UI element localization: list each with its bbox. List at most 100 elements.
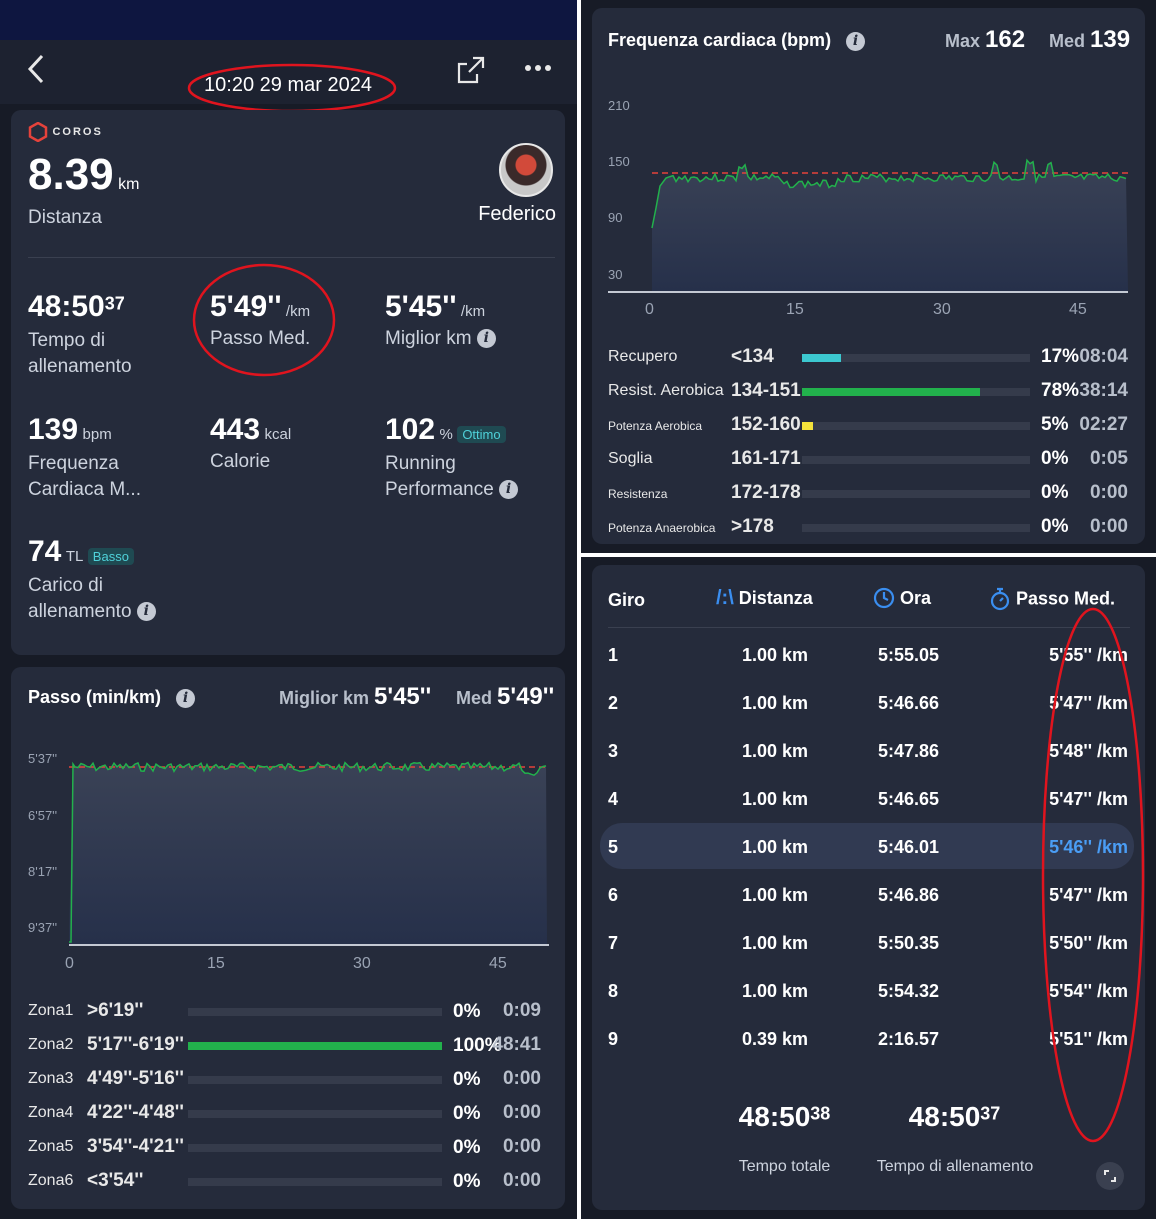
hr-zone-time: 08:04 (1079, 346, 1128, 367)
pace-zone-name: Zona3 (28, 1070, 74, 1087)
lap-row[interactable]: 3 1.00 km 5:47.86 5'48'' /km (592, 741, 1145, 765)
lap-time: 5:46.86 (878, 885, 940, 905)
pace-zone-time: 48:41 (492, 1034, 541, 1055)
highlighted-row-bg (600, 823, 1134, 869)
stat-running-performance: 102 % Ottimo Running Performance i (385, 413, 563, 503)
stat-training-time: 48:5037 Tempo di allenamento (28, 290, 132, 377)
share-button[interactable] (455, 54, 487, 86)
hr-zone-time: 0:00 (1089, 516, 1128, 537)
total-time: 48:5038 (738, 1101, 831, 1132)
lap-number: 6 (608, 885, 619, 905)
hr-zone-bar-fill (802, 422, 814, 430)
laps-panel: Giro /:\ Distanza Ora Passo Med. 1 1.00 k… (581, 557, 1156, 1219)
lap-distance: 0.39 km (742, 1029, 809, 1049)
stat-training-load: 74 TL Basso Carico di allenamento i (28, 535, 228, 625)
hr-zone-name: Resistenza (608, 487, 668, 501)
hr-zone-bar (802, 490, 1030, 498)
lap-distance: 1.00 km (742, 693, 809, 713)
hr-zone-bar (802, 456, 1030, 464)
pace-zone-pct: 0% (453, 1137, 481, 1158)
laps-header-time[interactable]: Ora (873, 587, 931, 609)
pace-area (69, 762, 547, 945)
hr-zone-pct: 0% (1041, 482, 1069, 503)
pace-best: Miglior km 5'45'' (279, 683, 432, 710)
pace-zone-range: <3'54'' (87, 1170, 144, 1191)
pace-zone-range: 4'22''-4'48'' (87, 1102, 184, 1123)
pace-column-annotation-circle (1041, 607, 1145, 1143)
avatar[interactable] (499, 143, 553, 197)
share-icon (457, 56, 485, 84)
stat-best-km: 5'45'' /km Miglior km i (385, 290, 560, 350)
pace-zone-name: Zona1 (28, 1002, 74, 1019)
lap-row[interactable]: 9 0.39 km 2:16.57 5'51'' /km (592, 1029, 1145, 1053)
back-button[interactable] (22, 52, 52, 86)
hr-zone-range: <134 (731, 346, 774, 367)
pace-zone-pct: 0% (453, 1103, 481, 1124)
laps-header-divider (608, 627, 1130, 628)
hr-zone-pct: 78% (1041, 380, 1080, 401)
road-icon: /:\ (716, 587, 734, 609)
expand-icon (1104, 1170, 1116, 1182)
heart-rate-chart (608, 158, 1128, 293)
laps-header-lap: Giro (608, 590, 646, 610)
hr-zone-range: 172-178 (731, 482, 801, 503)
lap-row[interactable]: 7 1.00 km 5:50.35 5'50'' /km (592, 933, 1145, 957)
laps-header-pace[interactable]: Passo Med. (989, 587, 1115, 611)
distance-label: Distanza (28, 207, 102, 228)
lap-time: 5:47.86 (878, 741, 940, 761)
hr-zone-range: 134-151 (731, 380, 801, 401)
lap-distance: 1.00 km (742, 789, 809, 809)
pace-zone-pct: 0% (453, 1069, 481, 1090)
lap-row[interactable]: 8 1.00 km 5:54.32 5'54'' /km (592, 981, 1145, 1005)
lap-time: 5:54.32 (878, 981, 940, 1001)
more-options-button[interactable] (522, 58, 554, 78)
performance-badge: Ottimo (457, 426, 506, 444)
pace-zone-bar (188, 1144, 442, 1152)
lap-row[interactable]: 4 1.00 km 5:46.65 5'47'' /km (592, 789, 1145, 813)
stat-avg-pace: 5'49'' /km Passo Med. (210, 290, 311, 349)
info-icon[interactable]: i (499, 480, 519, 500)
pace-avg: Med 5'49'' (456, 683, 555, 710)
lap-time: 5:50.35 (878, 933, 940, 953)
coros-logo: COROS (28, 121, 103, 143)
activity-title-partial: Paradiso Corsa (190, 55, 390, 60)
lap-row[interactable]: 5 1.00 km 5:46.01 5'46'' /km (592, 837, 1145, 861)
info-icon[interactable]: i (136, 602, 156, 622)
expand-button[interactable] (1096, 1162, 1124, 1190)
pace-zone-time: 0:00 (502, 1102, 541, 1123)
lap-time: 5:46.65 (878, 789, 940, 809)
pace-x-tick: 30 (353, 955, 371, 972)
lap-distance: 1.00 km (742, 645, 809, 665)
coros-logo-icon (28, 121, 48, 143)
lap-number: 2 (608, 693, 619, 713)
pace-zone-time: 0:00 (502, 1170, 541, 1191)
hr-x-tick: 15 (786, 301, 804, 318)
brand-name: COROS (52, 126, 103, 138)
user-name: Federico (478, 203, 556, 225)
hr-zone-pct: 5% (1041, 414, 1069, 435)
lap-distance: 1.00 km (742, 741, 809, 761)
laps-header-distance[interactable]: /:\ Distanza (716, 587, 813, 609)
pace-zone-time: 0:00 (502, 1136, 541, 1157)
stat-avg-heart-rate: 139 bpm Frequenza Cardiaca M... (28, 413, 141, 500)
hr-x-tick: 0 (645, 301, 654, 318)
left-panel: Paradiso Corsa 10:20 29 mar 2024 COROS 8… (0, 0, 577, 1219)
pace-zone-name: Zona4 (28, 1104, 74, 1121)
info-icon[interactable]: i (846, 31, 866, 51)
pace-card: Passo (min/km) i Miglior km 5'45'' Med 5… (11, 667, 565, 1209)
chevron-left-icon (27, 54, 44, 84)
info-icon[interactable]: i (176, 688, 196, 708)
pace-zone-range: >6'19'' (87, 1000, 144, 1021)
hr-zone-range: 161-171 (731, 448, 801, 469)
lap-row[interactable]: 6 1.00 km 5:46.86 5'47'' /km (592, 885, 1145, 909)
info-icon[interactable]: i (476, 329, 496, 349)
lap-number: 1 (608, 645, 619, 665)
lap-row[interactable]: 2 1.00 km 5:46.66 5'47'' /km (592, 693, 1145, 717)
lap-row[interactable]: 1 1.00 km 5:55.05 5'55'' /km (592, 645, 1145, 669)
lap-distance: 1.00 km (742, 837, 809, 857)
pace-zone-bar (188, 1042, 442, 1050)
pace-zone-name: Zona6 (28, 1172, 74, 1189)
pace-title: Passo (min/km) i (28, 687, 196, 708)
hr-zone-name: Potenza Aerobica (608, 419, 703, 433)
pace-zone-pct: 100% (453, 1035, 502, 1056)
